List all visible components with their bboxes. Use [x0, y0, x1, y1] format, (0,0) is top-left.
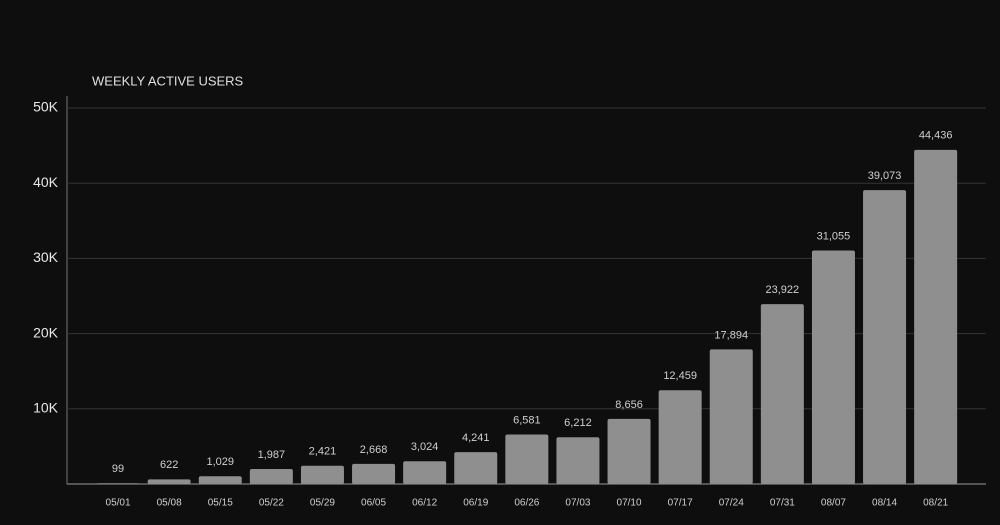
bar — [709, 349, 753, 484]
bar — [760, 304, 804, 484]
value-label: 2,668 — [360, 444, 388, 456]
x-tick-label: 06/05 — [361, 498, 386, 509]
value-label: 39,073 — [868, 170, 902, 182]
value-label: 3,024 — [411, 441, 439, 453]
bar — [505, 434, 549, 484]
x-tick-label: 06/12 — [412, 498, 437, 509]
value-label: 12,459 — [663, 370, 697, 382]
bar — [300, 465, 344, 484]
y-tick-label: 20K — [33, 324, 59, 340]
bar — [147, 479, 191, 484]
bar — [403, 461, 447, 484]
value-label: 1,029 — [206, 456, 234, 468]
value-label: 622 — [160, 459, 178, 471]
x-tick-label: 08/14 — [872, 498, 897, 509]
chart-title: WEEKLY ACTIVE USERS — [92, 73, 244, 88]
value-label: 6,212 — [564, 417, 592, 429]
bar — [556, 437, 600, 484]
bar — [863, 190, 907, 485]
bar — [811, 250, 855, 484]
x-tick-label: 08/21 — [923, 498, 948, 509]
x-tick-label: 08/07 — [821, 498, 846, 509]
x-tick-label: 07/31 — [770, 498, 795, 509]
bar — [454, 452, 498, 484]
value-label: 17,894 — [714, 329, 748, 341]
value-label: 4,241 — [462, 432, 490, 444]
value-label: 2,421 — [309, 446, 337, 458]
y-tick-label: 30K — [33, 249, 59, 265]
x-tick-label: 06/26 — [514, 498, 539, 509]
bar — [96, 483, 140, 484]
x-tick-label: 05/08 — [157, 498, 182, 509]
bar — [352, 463, 396, 484]
x-tick-label: 05/29 — [310, 498, 335, 509]
x-tick-label: 07/10 — [617, 498, 642, 509]
bar — [658, 390, 702, 484]
bar — [914, 149, 958, 484]
bar — [607, 418, 651, 484]
x-tick-label: 06/19 — [463, 498, 488, 509]
x-tick-label: 05/22 — [259, 498, 284, 509]
y-tick-label: 50K — [33, 99, 59, 115]
value-label: 1,987 — [258, 449, 286, 461]
value-label: 8,656 — [615, 399, 643, 411]
value-label: 44,436 — [919, 130, 953, 142]
x-tick-label: 05/01 — [106, 498, 131, 509]
y-tick-label: 10K — [33, 400, 59, 416]
x-tick-label: 05/15 — [208, 498, 233, 509]
value-label: 6,581 — [513, 414, 541, 426]
bar — [198, 476, 242, 484]
x-tick-label: 07/24 — [719, 498, 744, 509]
value-label: 31,055 — [817, 230, 851, 242]
y-tick-label: 40K — [33, 174, 59, 190]
value-label: 99 — [112, 463, 124, 475]
bar — [249, 469, 293, 484]
value-label: 23,922 — [766, 284, 800, 296]
x-tick-label: 07/03 — [565, 498, 590, 509]
x-tick-label: 07/17 — [668, 498, 693, 509]
